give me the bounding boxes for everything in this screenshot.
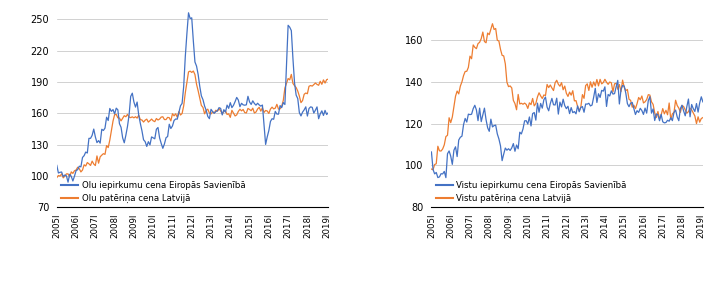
Legend: Vistu iepirkumu cena Eiropās Savienībā, Vistu patēriņa cena Latvijā: Vistu iepirkumu cena Eiropās Savienībā, … bbox=[436, 181, 627, 203]
Legend: Olu iepirkumu cena Eiropās Savienībā, Olu patēriņa cena Latvijā: Olu iepirkumu cena Eiropās Savienībā, Ol… bbox=[61, 181, 246, 203]
